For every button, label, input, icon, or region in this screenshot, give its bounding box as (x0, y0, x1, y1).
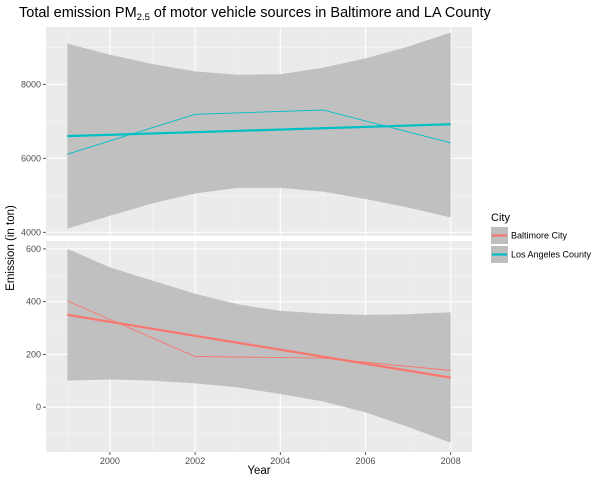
y-tick-label: 4000 (21, 227, 41, 237)
y-tick-label: 0 (36, 402, 41, 412)
x-tick-label: 2000 (100, 456, 120, 466)
y-tick-label: 6000 (21, 153, 41, 163)
y-tick-label: 8000 (21, 79, 41, 89)
panel-2: 0 200 400 600 (26, 241, 472, 452)
chart-panels: 4000 6000 8000 0 200 400 600 (21, 27, 472, 452)
chart-title-subscript: 2.5 (137, 12, 150, 23)
legend-item: Los Angeles County (491, 246, 592, 263)
trend-line (67, 313, 451, 379)
x-tick-label: 2006 (355, 456, 375, 466)
legend: City Baltimore City Los Angeles County (491, 212, 592, 263)
chart-title-suffix: of motor vehicle sources in Baltimore an… (150, 5, 492, 21)
y-tick-label: 400 (26, 297, 41, 307)
legend-title: City (491, 212, 510, 224)
trend-line (67, 123, 451, 138)
panel-1: 4000 6000 8000 (21, 27, 472, 237)
legend-label: Baltimore City (511, 231, 568, 241)
y-tick-label: 600 (26, 244, 41, 254)
legend-label: Los Angeles County (511, 250, 592, 260)
series-line (67, 300, 451, 371)
y-axis-title: Emission (in ton) (5, 205, 17, 291)
x-tick-label: 2004 (270, 456, 290, 466)
legend-item: Baltimore City (491, 227, 568, 244)
chart-title: Total emission PM2.5 of motor vehicle so… (19, 5, 492, 23)
x-axis-title: Year (247, 465, 270, 477)
x-tick-label: 2002 (185, 456, 205, 466)
x-axis: 2000 2002 2004 2006 2008 (100, 452, 461, 466)
chart-title-main: Total emission PM (19, 5, 137, 21)
x-tick-label: 2008 (441, 456, 461, 466)
y-tick-label: 200 (26, 349, 41, 359)
